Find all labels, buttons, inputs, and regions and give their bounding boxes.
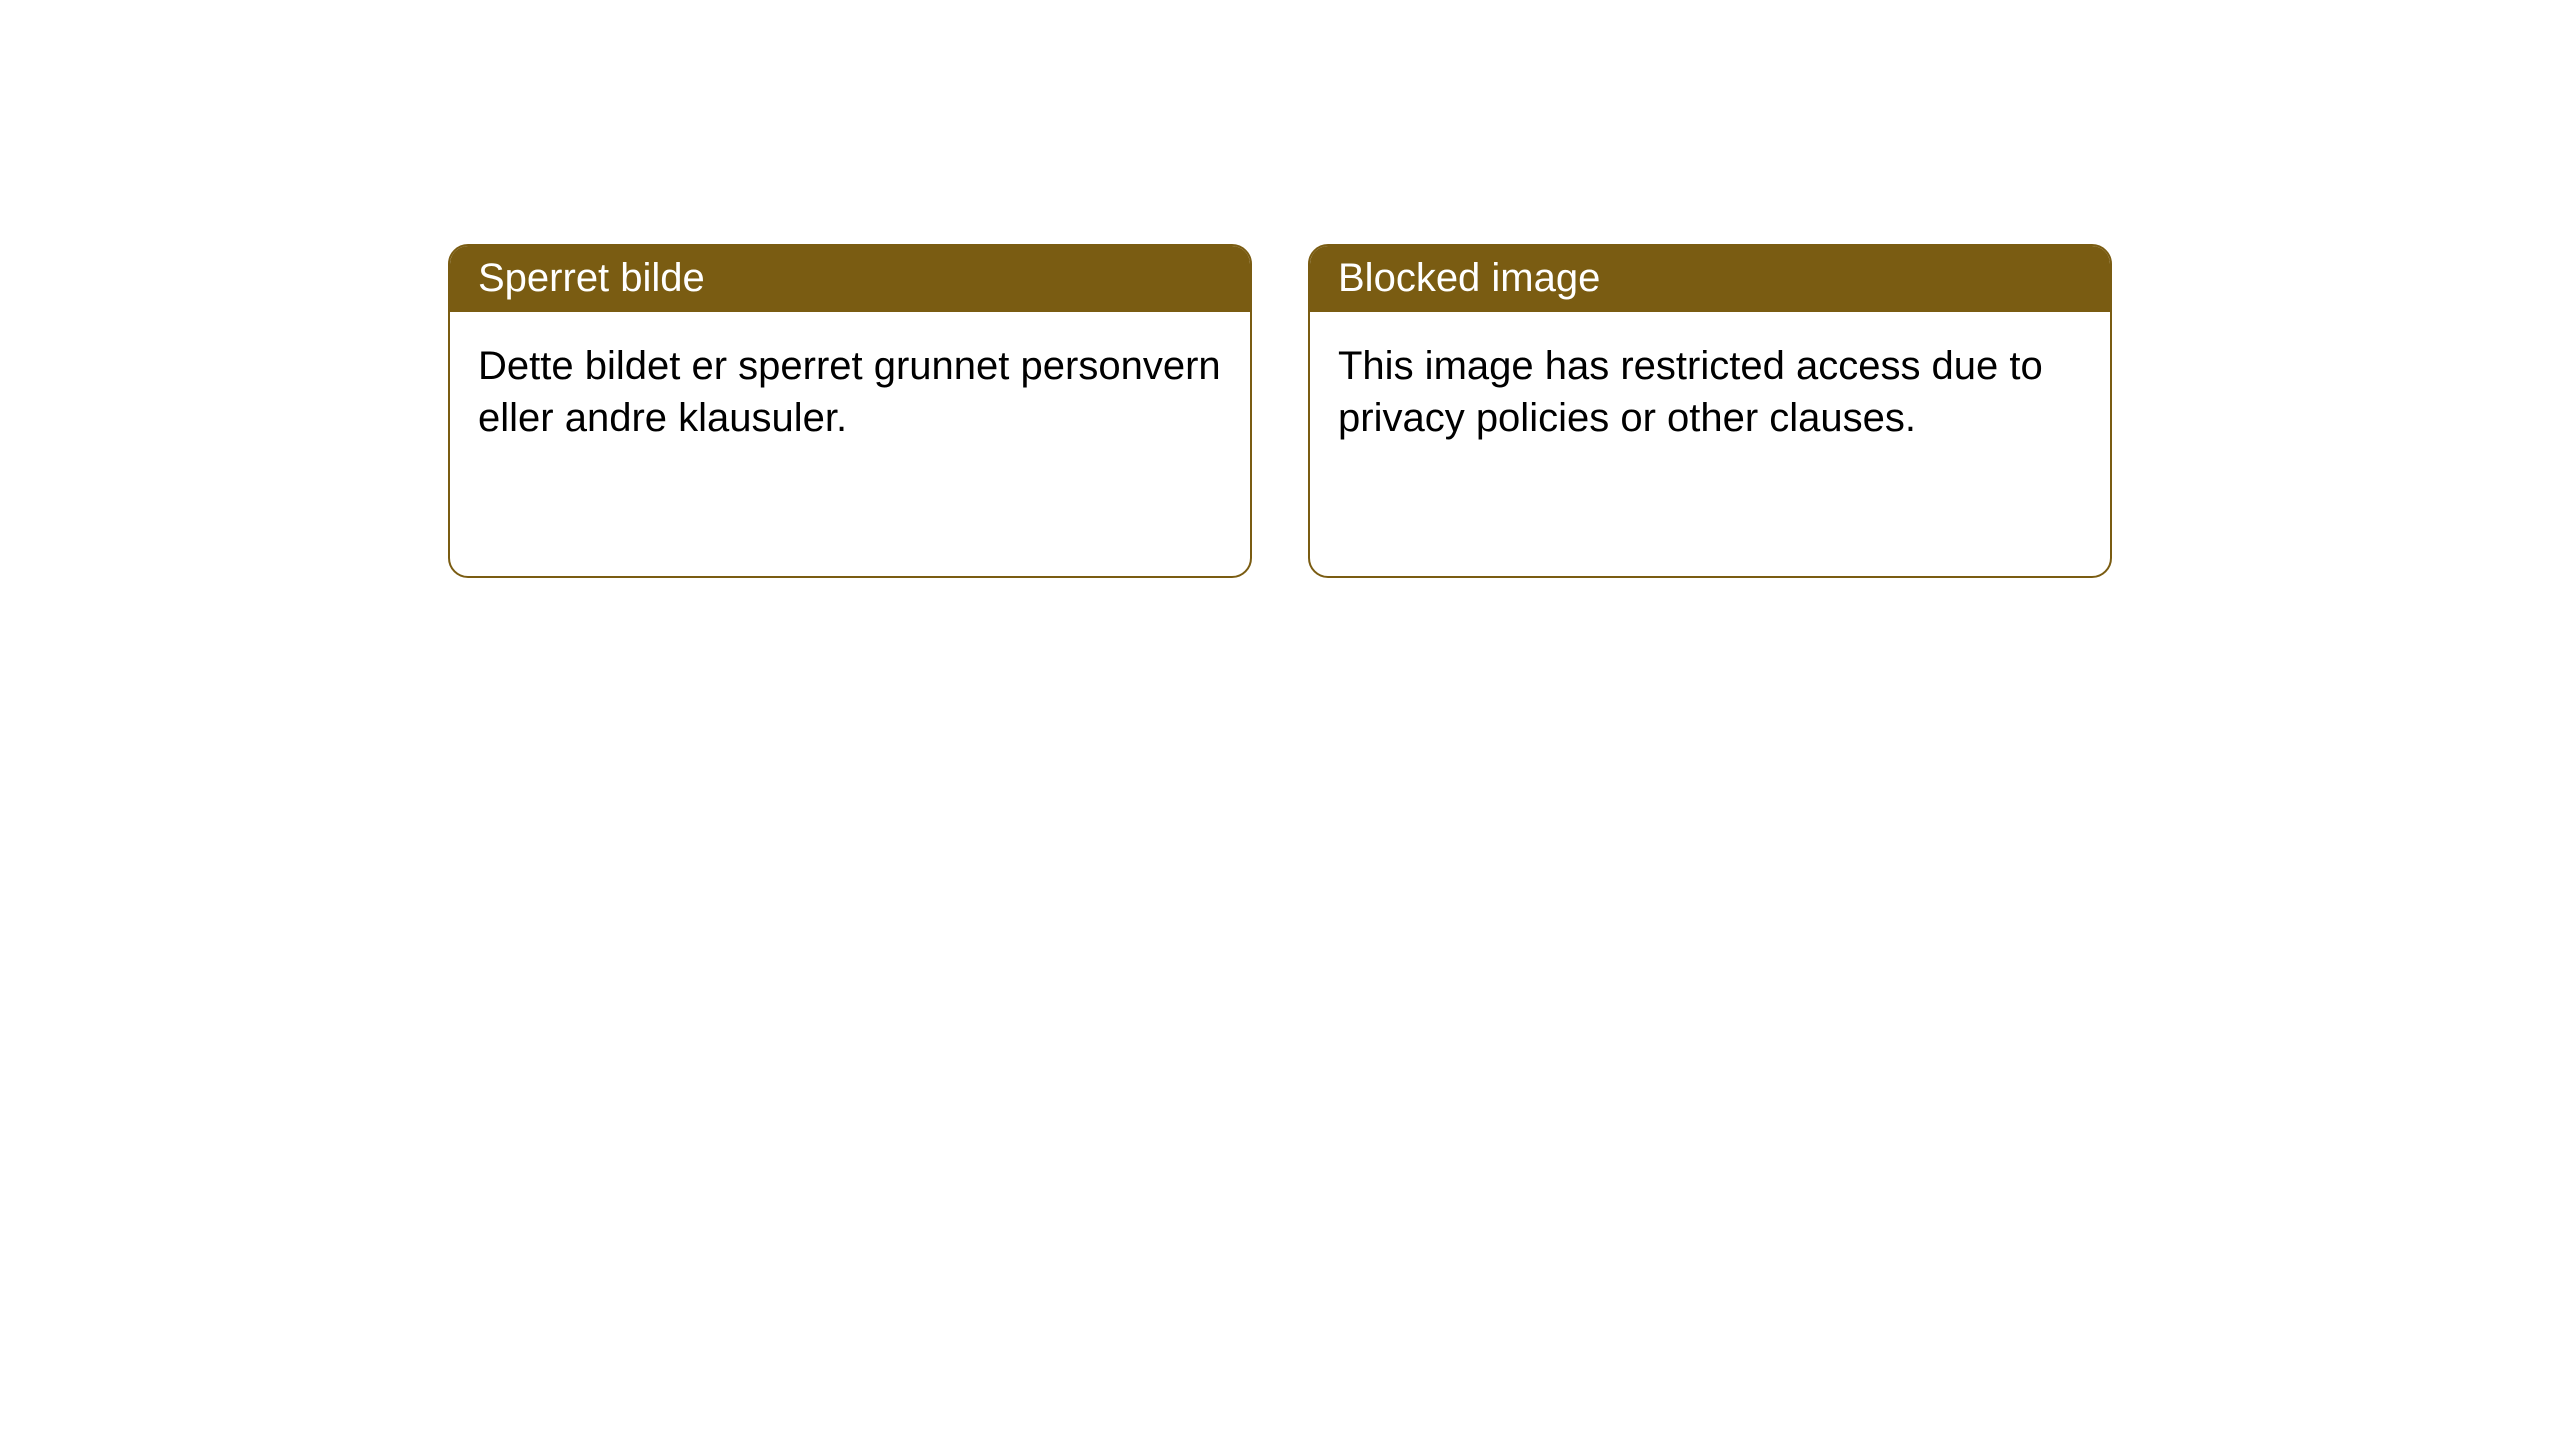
blocked-image-card-no: Sperret bilde Dette bildet er sperret gr… [448, 244, 1252, 578]
card-body-no: Dette bildet er sperret grunnet personve… [450, 312, 1250, 444]
notice-container: Sperret bilde Dette bildet er sperret gr… [0, 0, 2560, 578]
blocked-image-card-en: Blocked image This image has restricted … [1308, 244, 2112, 578]
card-header-no: Sperret bilde [450, 246, 1250, 312]
card-header-en: Blocked image [1310, 246, 2110, 312]
card-body-en: This image has restricted access due to … [1310, 312, 2110, 444]
